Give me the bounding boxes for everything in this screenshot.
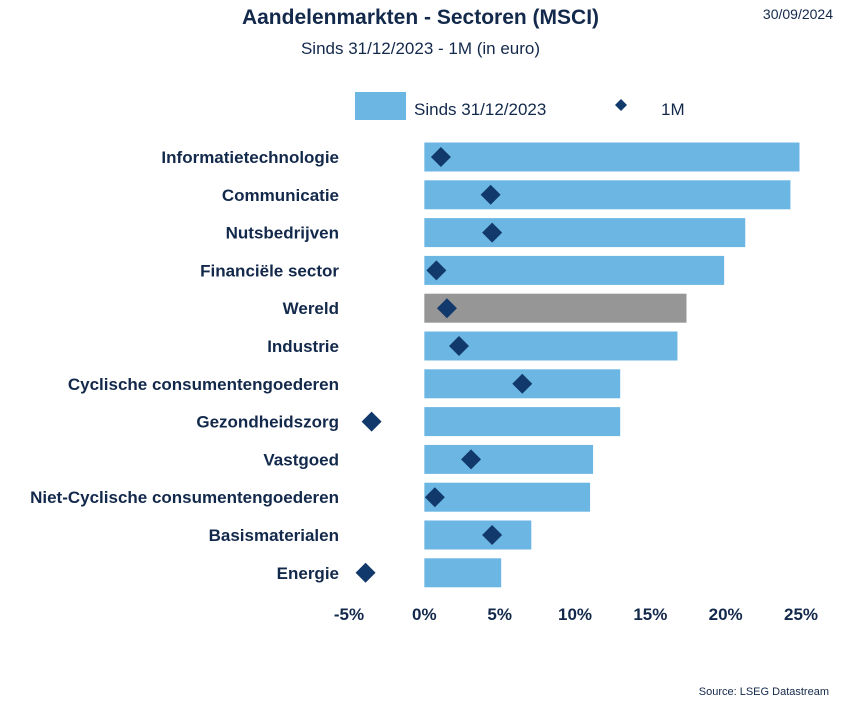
x-tick-label: -5% (334, 605, 364, 624)
legend-bar-swatch (355, 92, 406, 120)
bar (424, 142, 800, 172)
bar (424, 558, 502, 588)
x-tick-label: 20% (709, 605, 743, 624)
chart-subtitle: Sinds 31/12/2023 - 1M (in euro) (300, 39, 541, 58)
x-tick-label: 15% (633, 605, 667, 624)
marker-point (480, 184, 501, 205)
category-label: Vastgoed (263, 450, 339, 469)
marker-point (482, 222, 503, 243)
category-label: Basismaterialen (209, 526, 339, 545)
legend-diamond-icon (615, 99, 627, 111)
category-label: Gezondheidszorg (196, 413, 339, 432)
bar (424, 444, 594, 474)
bar (424, 407, 621, 437)
x-tick-label: 25% (784, 605, 818, 624)
bar (424, 218, 746, 248)
marker-point (436, 298, 457, 319)
category-label: Energie (277, 564, 339, 583)
markers-layer (355, 147, 533, 583)
category-label: Niet-Cyclische consumentengoederen (30, 488, 339, 507)
bar (424, 180, 791, 210)
category-label: Communicatie (222, 186, 339, 205)
category-label: Wereld (283, 299, 339, 318)
category-labels: Informatietechnologie Communicatie Nutsbed… (30, 148, 339, 583)
x-tick-label: 5% (487, 605, 512, 624)
marker-point (355, 562, 376, 583)
marker-point (424, 487, 445, 508)
legend-marker-label: 1M (661, 100, 685, 119)
x-tick-label: 0% (412, 605, 437, 624)
bar (424, 520, 532, 550)
x-axis-ticks: -5% 0% 5% 10% 15% 20% 25% (334, 605, 818, 624)
chart-date: 30/09/2024 (762, 6, 833, 22)
marker-point (482, 525, 503, 545)
marker-point (361, 411, 382, 432)
marker-point (426, 260, 447, 281)
bars-layer (424, 142, 800, 588)
marker-point (461, 449, 482, 470)
marker-point (512, 373, 533, 394)
bar (424, 255, 725, 285)
x-tick-label: 10% (558, 605, 592, 624)
category-label: Cyclische consumentengoederen (68, 375, 339, 394)
category-label: Nutsbedrijven (226, 224, 339, 243)
marker-point (430, 147, 451, 167)
bar (424, 482, 591, 512)
source-note: Source: LSEG Datastream (698, 686, 829, 698)
category-label: Informatietechnologie (161, 148, 339, 167)
chart-title: Aandelenmarkten - Sectoren (MSCI) (241, 6, 600, 29)
legend-bar-label: Sinds 31/12/2023 (414, 100, 546, 119)
category-label: Industrie (267, 337, 339, 356)
category-label: Financiële sector (200, 261, 339, 280)
legend: Sinds 31/12/2023 1M (355, 92, 685, 120)
bar (424, 293, 687, 323)
marker-point (448, 336, 469, 356)
